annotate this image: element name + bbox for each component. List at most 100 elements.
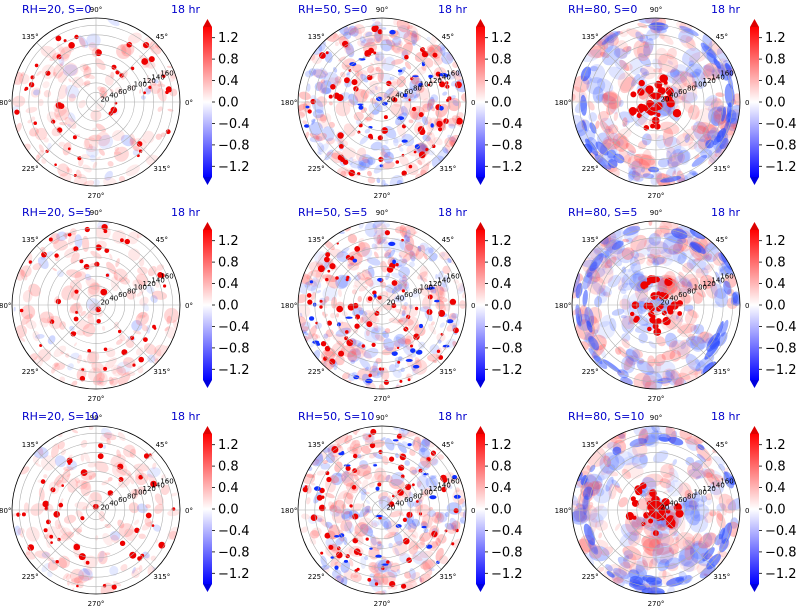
- field-patch: [692, 121, 710, 142]
- field-patch: [439, 286, 444, 296]
- field-patch: [383, 521, 389, 531]
- convective-cell: [81, 368, 85, 372]
- field-patch: [644, 18, 654, 24]
- downdraft-cell: [369, 547, 373, 550]
- field-patch: [712, 301, 721, 308]
- field-patch: [676, 83, 698, 102]
- field-patch: [403, 30, 419, 45]
- field-patch: [606, 470, 619, 477]
- field-patch: [716, 513, 726, 529]
- field-patch: [364, 555, 369, 561]
- field-patch: [75, 319, 90, 330]
- field-patch: [683, 500, 699, 508]
- field-patch: [32, 263, 42, 271]
- convective-cell: [638, 79, 645, 87]
- convective-cell: [352, 302, 359, 309]
- convective-cell: [143, 453, 150, 459]
- field-patch: [344, 46, 351, 51]
- field-patch: [596, 38, 609, 50]
- field-patch: [659, 121, 680, 135]
- downdraft-cell: [414, 144, 420, 150]
- colorbar-tick-label: −0.4: [491, 320, 523, 335]
- angular-gridline: [596, 101, 657, 162]
- colorbar-gradient: [750, 230, 759, 380]
- field-patch: [89, 144, 93, 150]
- field-patch: [153, 79, 159, 84]
- downdraft-cell: [375, 486, 380, 491]
- angular-gridline: [95, 101, 156, 162]
- convective-cell: [670, 301, 679, 310]
- field-patch: [680, 502, 688, 509]
- panel-title: RH=20, S=5: [22, 206, 91, 219]
- colorbar-tick-label: 1.2: [765, 31, 786, 46]
- field-patch: [382, 330, 389, 339]
- field-patch: [84, 310, 95, 319]
- field-patch: [684, 489, 694, 500]
- field-patch: [408, 491, 414, 499]
- field-patch: [619, 288, 627, 295]
- field-patch: [387, 533, 395, 539]
- field-patch: [419, 531, 432, 542]
- angular-gridline: [381, 450, 442, 511]
- colorbar-tick-label: −1.2: [491, 160, 523, 175]
- field-patch: [164, 307, 179, 324]
- field-patch: [633, 426, 647, 436]
- theta-tick-label: 90°: [90, 414, 102, 422]
- field-patch: [423, 253, 428, 260]
- convective-cell: [56, 54, 62, 60]
- theta-tick-label: 0°: [745, 99, 753, 107]
- theta-tick-label: 90°: [376, 414, 388, 422]
- convective-cell: [443, 118, 449, 124]
- colorbar-extend-top: [476, 222, 485, 230]
- field-patch: [621, 356, 636, 374]
- field-patch: [388, 249, 396, 259]
- field-patch: [34, 127, 48, 141]
- field-patch: [703, 65, 716, 73]
- convective-cell: [354, 323, 360, 329]
- field-patch: [98, 134, 114, 150]
- convective-cell: [118, 329, 122, 334]
- convective-cell: [162, 74, 166, 79]
- field-patch: [82, 567, 91, 576]
- field-patch: [692, 292, 703, 304]
- convective-cell: [351, 79, 358, 86]
- polar-panel: 0°45°90°135°180°225°270°315°204060801001…: [0, 3, 250, 200]
- field-patch: [709, 480, 725, 496]
- convective-cell: [137, 556, 143, 561]
- polar-frame: [571, 220, 741, 390]
- field-patch: [87, 462, 97, 468]
- r-tick-label: 100: [134, 81, 147, 89]
- field-patch: [401, 305, 407, 310]
- field-patch: [404, 286, 410, 292]
- field-patch: [22, 290, 33, 303]
- convective-cell: [24, 88, 27, 91]
- downdraft-cell: [365, 378, 373, 384]
- theta-tick-label: 45°: [716, 33, 728, 41]
- field-patch: [642, 535, 655, 556]
- convective-cell: [85, 560, 90, 565]
- field-patch: [110, 364, 123, 377]
- convective-cell: [383, 379, 389, 385]
- convective-cell: [373, 51, 377, 55]
- convective-cell: [655, 306, 662, 312]
- field-patch: [623, 550, 634, 560]
- field-patch: [404, 460, 411, 466]
- field-patch: [401, 133, 415, 147]
- convective-cell: [348, 169, 356, 177]
- field-patch: [441, 252, 446, 257]
- colorbar-extend-bottom: [476, 380, 485, 388]
- field-patch: [336, 472, 344, 477]
- field-patch: [132, 145, 140, 152]
- field-patch: [683, 561, 695, 573]
- field-patch: [703, 471, 714, 487]
- polar-grid: [572, 221, 740, 389]
- convective-cell: [647, 326, 652, 332]
- field-patch: [368, 481, 375, 488]
- field-patch: [421, 514, 433, 529]
- field-patch: [98, 550, 105, 563]
- field-patch: [369, 447, 373, 453]
- convective-cell: [337, 132, 344, 139]
- field-patch: [394, 547, 400, 557]
- field-patch: [608, 124, 619, 135]
- field-patch: [402, 345, 417, 358]
